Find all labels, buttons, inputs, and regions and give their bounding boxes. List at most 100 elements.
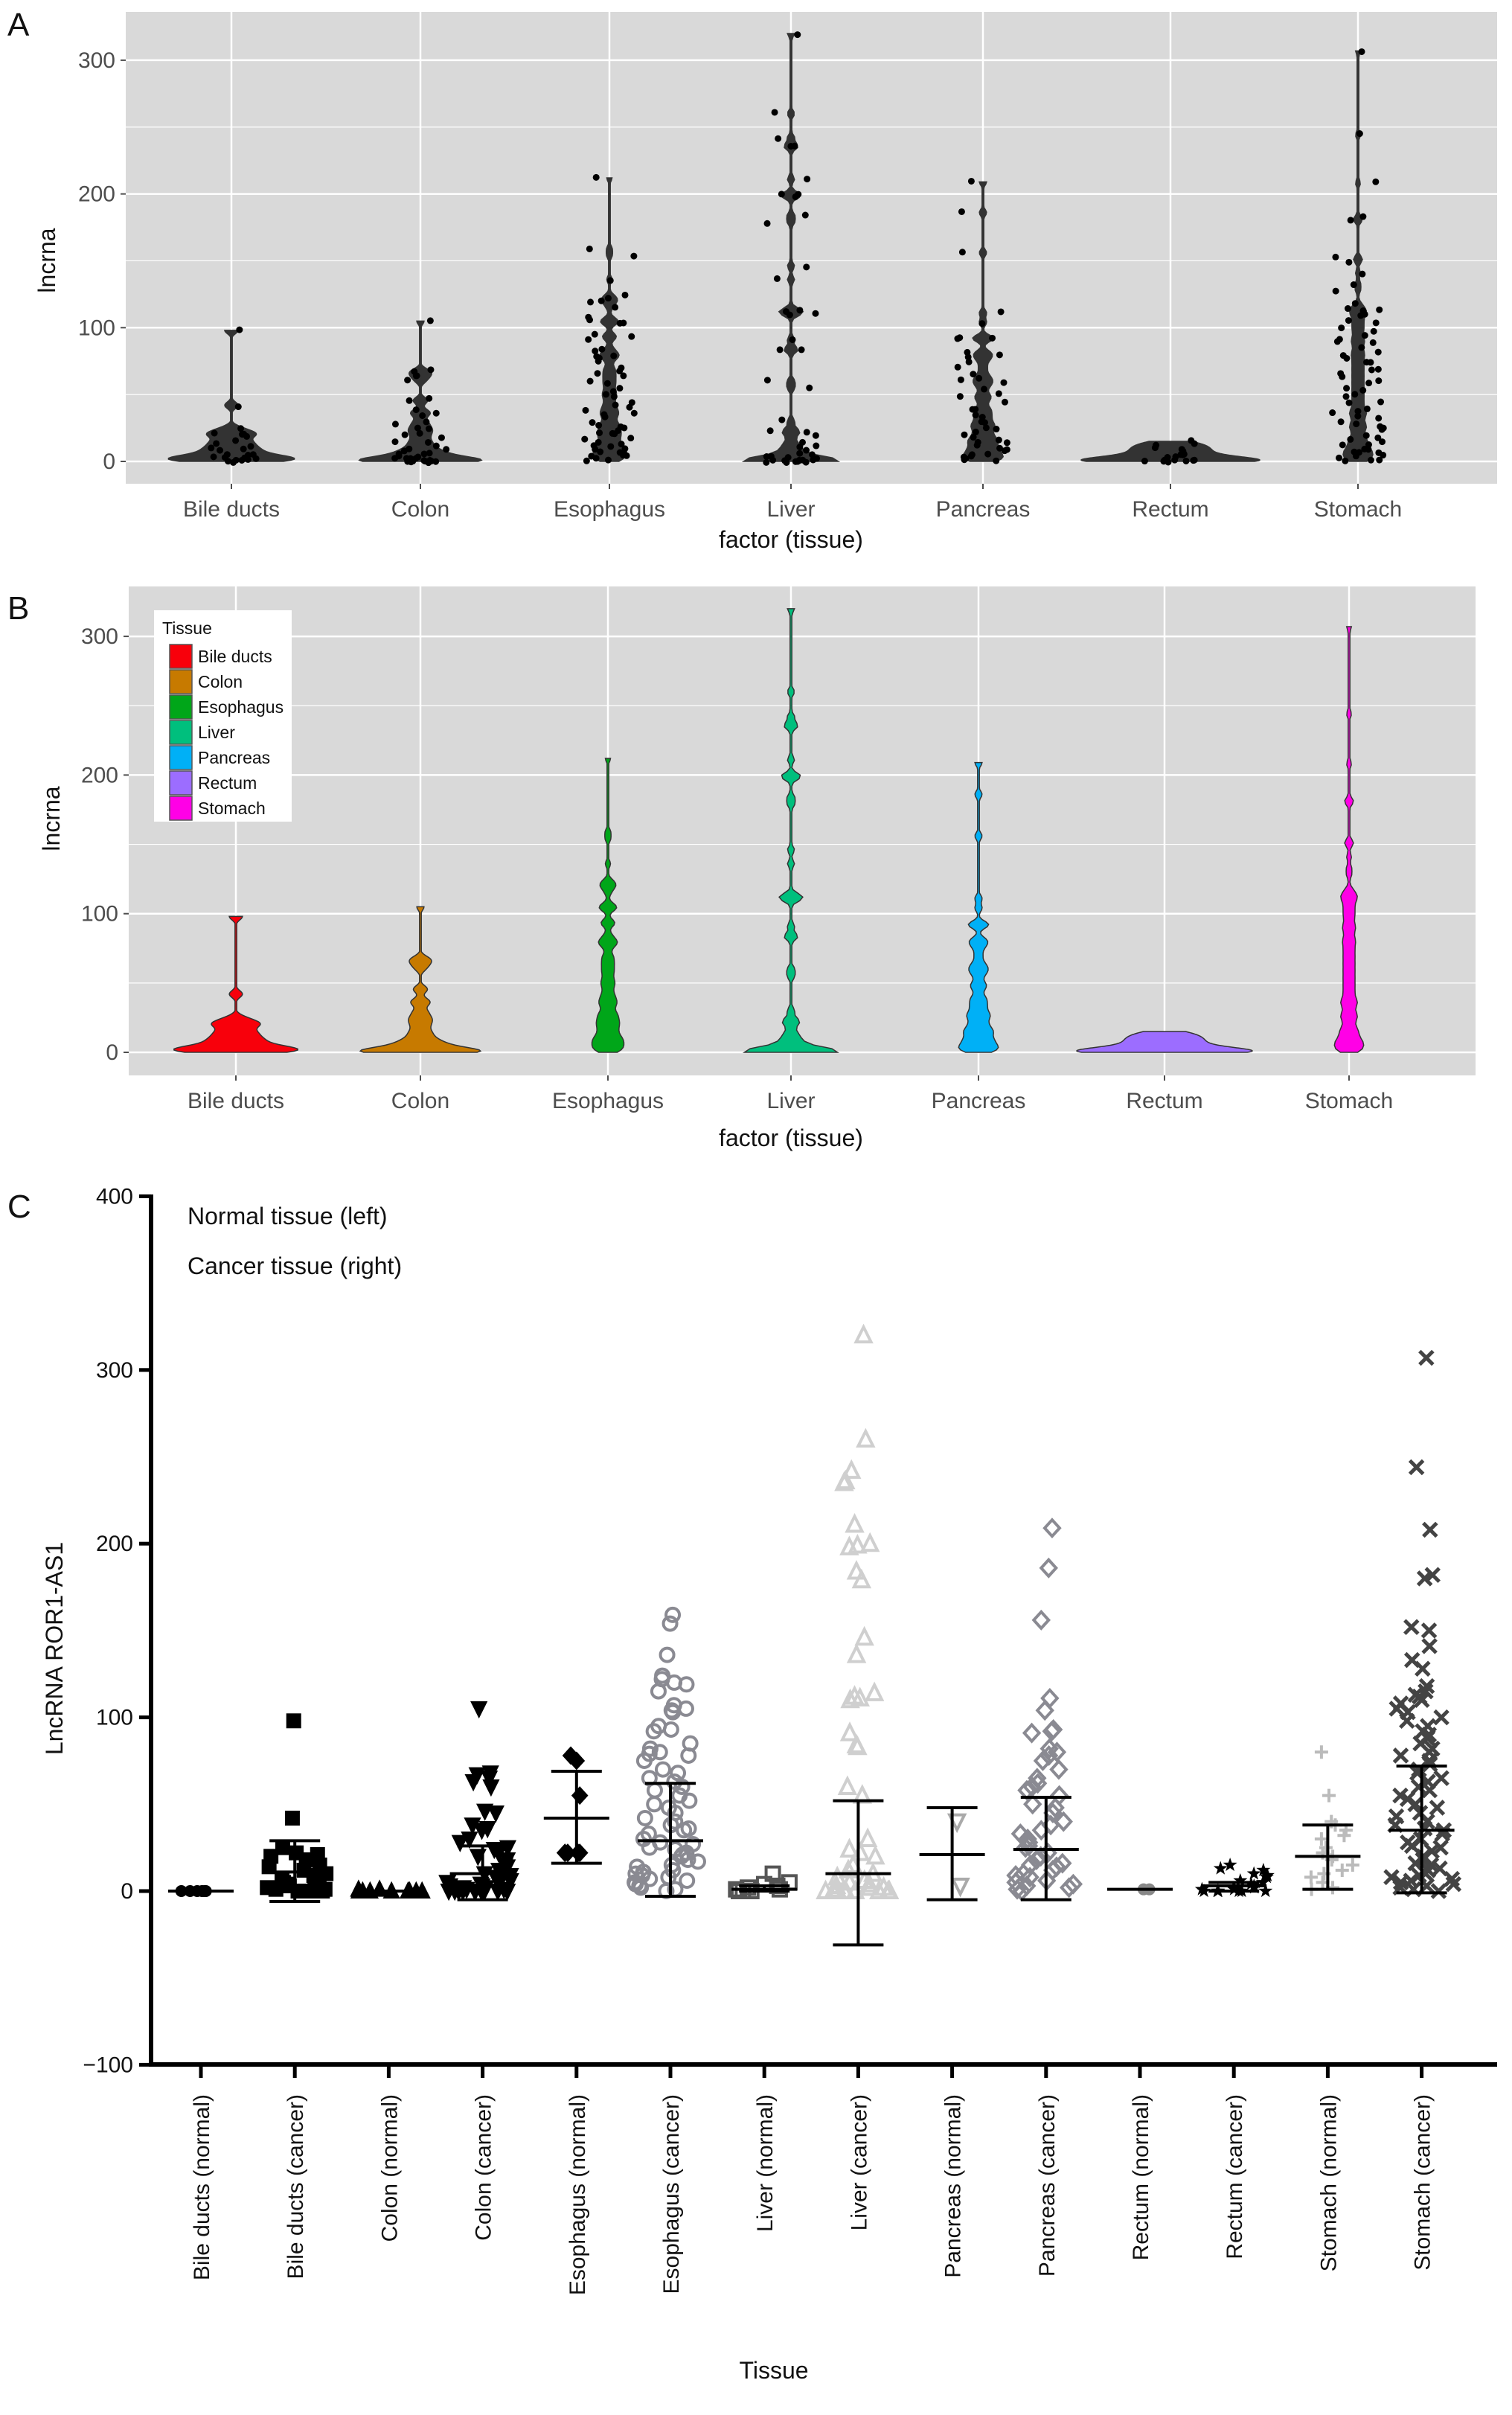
data-point (601, 413, 609, 420)
data-point (594, 370, 601, 377)
group-stomach-cancer (1383, 1349, 1462, 1899)
data-point (217, 447, 224, 454)
data-point (208, 444, 215, 452)
data-point (592, 446, 599, 453)
marker-cross (1433, 1770, 1449, 1787)
data-point (1375, 415, 1383, 422)
x-tick-label: Liver (766, 497, 815, 522)
marker-square (304, 1884, 320, 1899)
x-tick-label: Esophagus (552, 1089, 664, 1113)
data-point (630, 409, 638, 417)
data-point (803, 429, 810, 436)
data-point (1361, 445, 1368, 452)
data-point (965, 358, 973, 365)
data-point (1357, 312, 1365, 319)
marker-diamond (1008, 1878, 1027, 1900)
data-point (996, 351, 1003, 359)
data-point (211, 429, 218, 437)
group-pancreas-cancer (1006, 1517, 1083, 1901)
x-tick-label: Rectum (1126, 1089, 1202, 1113)
marker-star (1259, 1869, 1274, 1884)
panel-c: C Normal tissue (left) Cancer tissue (ri… (7, 1184, 1497, 2384)
data-point (443, 446, 450, 453)
legend-item-label: Liver (198, 723, 235, 742)
data-point (1377, 398, 1385, 406)
data-point (414, 424, 421, 432)
data-point (234, 403, 242, 411)
legend-item-label: Pancreas (198, 748, 270, 767)
data-point (1151, 444, 1159, 452)
data-point (776, 346, 784, 354)
marker-triangle-up (868, 1879, 889, 1899)
marker-triangle-up (853, 1323, 874, 1344)
marker-cross (1422, 1521, 1438, 1538)
x-tick-label: Esophagus (normal) (566, 2094, 590, 2295)
marker-circle (646, 1782, 663, 1799)
y-axis-label-c: LncRNA ROR1-AS1 (41, 1542, 68, 1755)
data-point (237, 425, 245, 432)
marker-triangle-down (470, 1701, 488, 1719)
legend-swatch (169, 720, 193, 745)
data-point (763, 377, 771, 384)
data-point (1003, 439, 1010, 447)
data-point (620, 452, 627, 459)
y-tick-label: 0 (106, 1040, 118, 1065)
data-point (806, 384, 813, 391)
data-point (1160, 458, 1167, 465)
marker-circle (670, 1765, 687, 1782)
marker-triangle-up (837, 1775, 858, 1795)
data-point (626, 403, 633, 411)
marker-circle (645, 1723, 662, 1740)
panel-label-c: C (7, 1189, 31, 1225)
marker-circle (654, 1761, 671, 1778)
data-point (236, 326, 243, 333)
panel-b: B 0 100 200 300 Bile ducts Colon Esophagus Live… (7, 586, 1476, 1151)
legend-item-label: Rectum (198, 773, 257, 793)
data-point (592, 173, 600, 181)
marker-diamond (1020, 1867, 1040, 1888)
data-point (1380, 452, 1387, 459)
annotation-cancer: Cancer tissue (right) (188, 1253, 402, 1279)
y-tick-label: 300 (78, 48, 115, 73)
marker-triangle-up (856, 1427, 876, 1448)
marker-star (1258, 1884, 1273, 1898)
y-tick-label: 100 (96, 1706, 133, 1730)
data-point (1359, 213, 1367, 220)
marker-triangle-up (878, 1879, 899, 1899)
marker-cross (1415, 1660, 1431, 1677)
marker-cross (1392, 1874, 1409, 1891)
data-point (416, 429, 423, 437)
marker-cross (1403, 1619, 1420, 1635)
data-point (616, 319, 624, 327)
marker-circle (662, 1721, 679, 1738)
data-point (627, 435, 635, 442)
x-tick-label: Colon (391, 1089, 449, 1113)
data-point (763, 458, 770, 466)
data-point (791, 142, 798, 150)
data-point (620, 372, 627, 380)
data-point (238, 456, 246, 464)
data-point (432, 409, 440, 417)
data-point (976, 374, 983, 382)
x-tick-label: Rectum (1132, 497, 1208, 522)
legend-item-label: Stomach (198, 799, 266, 818)
data-point (618, 441, 625, 448)
marker-cross (1445, 1875, 1462, 1893)
data-point (794, 31, 801, 39)
marks-a (167, 31, 1387, 467)
data-point (595, 422, 603, 429)
marker-triangle-down (950, 1877, 970, 1898)
data-point (596, 429, 603, 437)
x-tick-label: Colon (cancer) (472, 2094, 496, 2241)
data-point (1190, 457, 1197, 464)
data-point (1329, 409, 1336, 417)
data-point (778, 191, 785, 198)
data-point (595, 357, 602, 365)
data-point (771, 109, 778, 116)
data-point (612, 401, 619, 409)
data-point (1359, 386, 1367, 394)
marker-diamond (1022, 1722, 1042, 1744)
data-point (1171, 456, 1179, 464)
data-point (1354, 408, 1362, 415)
data-point (628, 333, 635, 340)
